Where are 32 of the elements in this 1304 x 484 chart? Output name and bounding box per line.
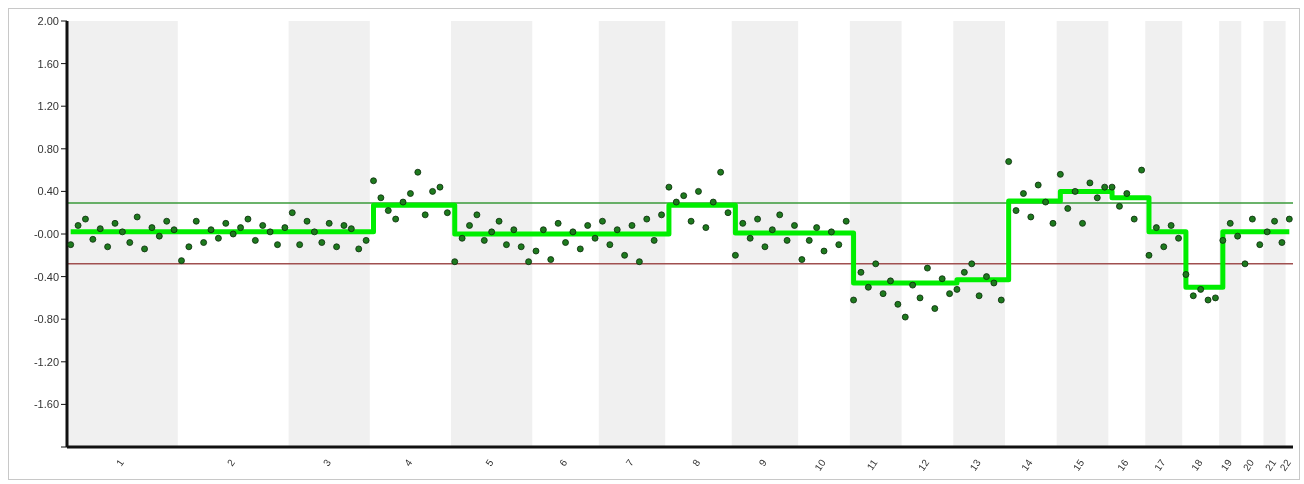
x-tick-label: 14 — [1019, 456, 1035, 473]
x-tick-label: 1 — [113, 456, 127, 469]
y-tick-label: 1.60 — [37, 57, 59, 70]
y-tick-label: 0.40 — [37, 185, 59, 198]
x-tick-label: 20 — [1240, 456, 1257, 473]
x-tick-label: 8 — [690, 456, 703, 469]
x-tick-label: 5 — [483, 456, 496, 469]
x-tick-label: 3 — [320, 456, 334, 469]
y-tick-label: -0.80 — [33, 313, 59, 326]
y-tick-label: -0.40 — [33, 270, 59, 283]
x-tick-label: 7 — [623, 456, 637, 469]
y-tick-label: -1.60 — [33, 398, 59, 411]
x-tick-label: 18 — [1189, 456, 1205, 473]
x-tick-label: 21 — [1262, 456, 1279, 473]
x-tick-label: 13 — [967, 456, 984, 473]
x-tick-label: 17 — [1152, 456, 1168, 473]
y-tick-label: -1.20 — [33, 355, 59, 368]
x-tick-label: 2 — [224, 456, 238, 469]
x-tick-label: 16 — [1115, 456, 1131, 473]
x-tick-label: 22 — [1277, 456, 1294, 473]
x-tick-label: 11 — [864, 457, 880, 473]
y-tick-label: 2.00 — [37, 14, 59, 27]
y-tick-label: 0.80 — [37, 142, 59, 155]
x-tick-label: 10 — [812, 456, 829, 473]
x-tick-label: 9 — [756, 456, 769, 469]
x-tick-label: 4 — [402, 456, 415, 469]
y-tick-label: 1.20 — [37, 100, 59, 113]
y-tick-label: -0.00 — [33, 227, 59, 240]
x-tick-label: 15 — [1070, 456, 1087, 473]
x-tick-label: 12 — [915, 456, 932, 473]
x-tick-label: 6 — [557, 456, 570, 469]
x-tick-label: 19 — [1218, 456, 1235, 473]
